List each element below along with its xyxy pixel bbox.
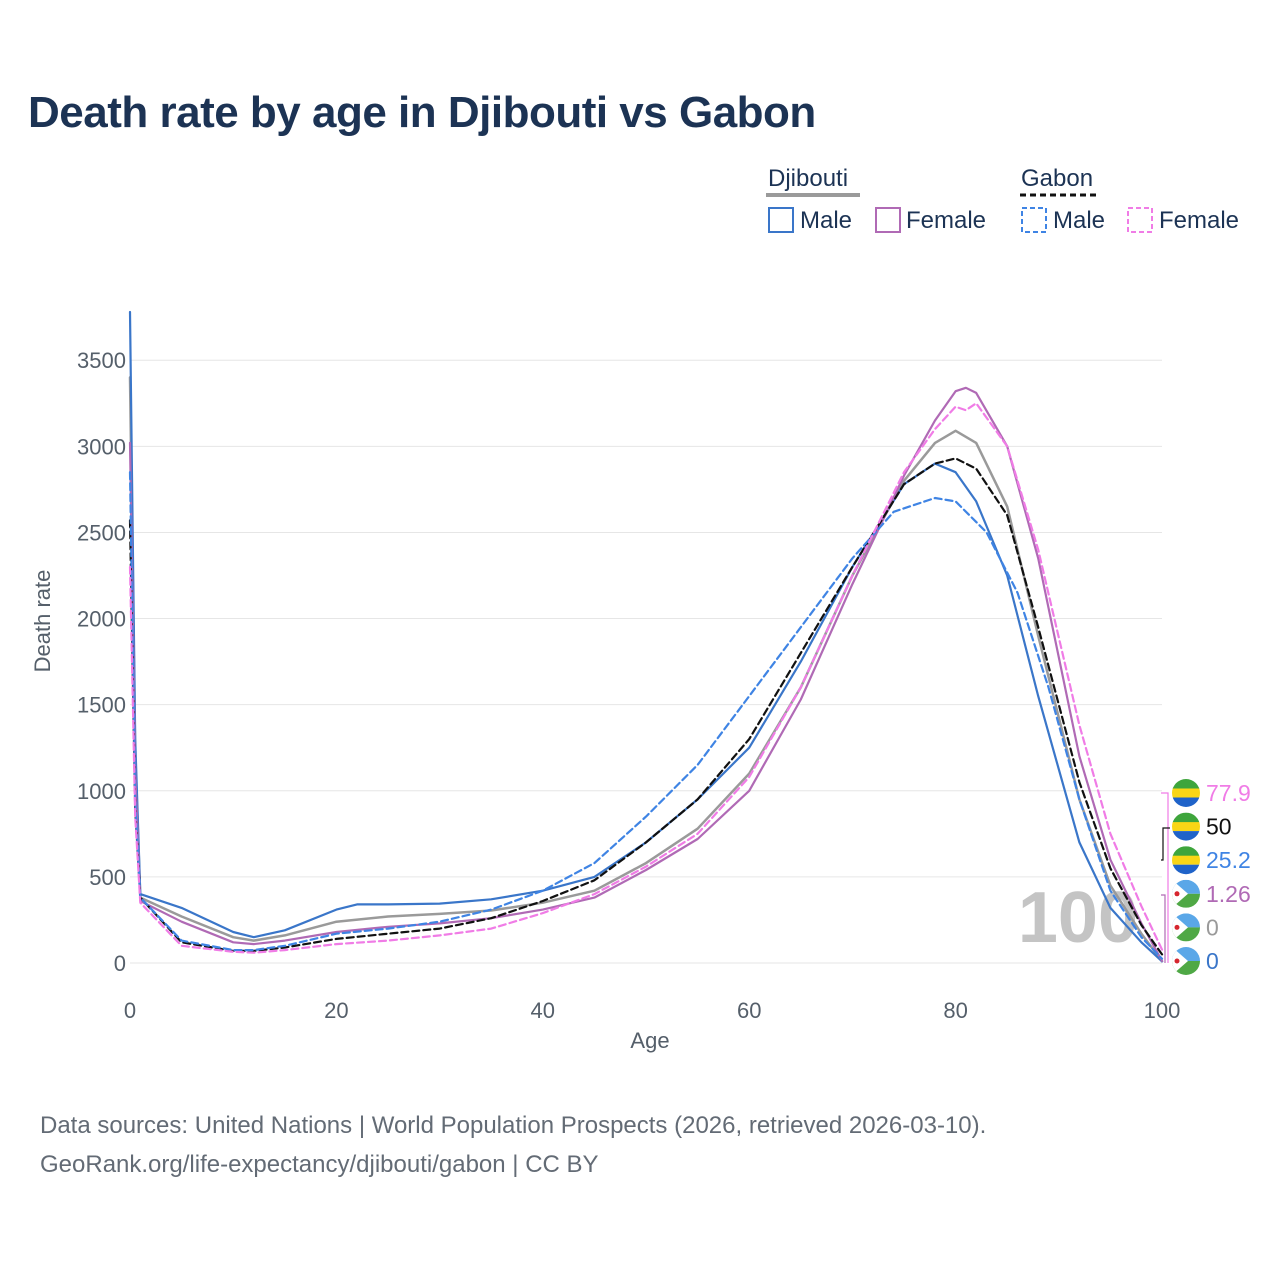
x-tick-label: 20 (324, 998, 348, 1023)
grid (130, 359, 1162, 964)
djibouti-flag-icon (1172, 879, 1200, 908)
legend-group-gabon: Gabon (1021, 165, 1093, 192)
end-label-value: 1.26 (1206, 881, 1251, 907)
end-label-value: 0 (1206, 914, 1219, 940)
age-watermark: 100 (1018, 878, 1138, 958)
djibouti-flag-icon (1172, 947, 1200, 975)
series-gabon-total[interactable] (128, 457, 1164, 956)
y-axis-label: Death rate (30, 570, 55, 673)
x-axis-label: Age (630, 1028, 669, 1053)
chart-canvas: Djibouti Male Female Gabon Male Female 0… (30, 165, 1251, 1053)
end-label-gabon: 25.2 (1172, 846, 1251, 875)
legend-item-djibouti-female[interactable]: Female (906, 207, 986, 234)
end-labels: 77.9 50 25.2 1.26 0 0 (1161, 779, 1251, 975)
x-tick-label: 60 (737, 998, 761, 1023)
legend-item-djibouti-male[interactable]: Male (800, 207, 852, 234)
legend-swatch-djibouti-male (768, 207, 794, 233)
footer-link[interactable]: GeoRank.org/life-expectancy/djibouti/gab… (40, 1151, 599, 1178)
y-tick-label: 2500 (77, 520, 126, 545)
series-gabon-male[interactable] (128, 471, 1164, 960)
connector-gabon-total (1161, 827, 1170, 861)
series-gabon-female[interactable] (128, 402, 1164, 954)
end-label-gabon: 50 (1172, 812, 1232, 841)
x-tick-label: 0 (124, 998, 136, 1023)
footer: Data sources: United Nations | World Pop… (40, 1106, 986, 1184)
y-tick-label: 3500 (77, 348, 126, 373)
y-tick-label: 500 (89, 865, 126, 890)
y-tick-label: 3000 (77, 434, 126, 459)
legend-swatch-djibouti-female (875, 207, 901, 233)
x-tick-label: 80 (943, 998, 967, 1023)
legend: Djibouti Male Female Gabon Male Female (766, 165, 1239, 234)
end-label-djibouti: 1.26 (1172, 879, 1251, 908)
connector-gabon-female (1161, 792, 1169, 963)
series-lines (128, 310, 1164, 963)
gabon-flag-icon (1172, 846, 1200, 875)
legend-swatch-gabon-male (1021, 207, 1047, 233)
end-label-value: 50 (1206, 814, 1232, 840)
series-djibouti-female[interactable] (128, 386, 1164, 962)
chart-title: Death rate by age in Djibouti vs Gabon (28, 88, 816, 137)
end-label-value: 77.9 (1206, 780, 1251, 806)
x-tick-label: 40 (531, 998, 555, 1023)
series-djibouti-total[interactable] (128, 376, 1164, 963)
end-label-djibouti: 0 (1172, 947, 1219, 975)
footer-sources: Data sources: United Nations | World Pop… (40, 1112, 987, 1139)
end-label-value: 0 (1206, 948, 1219, 974)
y-tick-label: 2000 (77, 607, 126, 632)
end-label-value: 25.2 (1206, 847, 1251, 873)
djibouti-flag-icon (1172, 913, 1200, 942)
legend-swatch-gabon-female (1127, 207, 1153, 233)
end-label-djibouti: 0 (1172, 913, 1219, 942)
legend-item-gabon-female[interactable]: Female (1159, 207, 1239, 234)
y-tick-label: 1500 (77, 693, 126, 718)
connector-djibouti-female (1161, 894, 1166, 963)
legend-group-djibouti: Djibouti (768, 165, 848, 192)
end-label-gabon: 77.9 (1172, 779, 1251, 807)
y-axis-ticks: 0 500 1000 1500 2000 2500 3000 3500 (77, 348, 126, 976)
gabon-flag-icon (1172, 779, 1200, 807)
x-tick-label: 100 (1144, 998, 1181, 1023)
y-tick-label: 1000 (77, 779, 126, 804)
y-tick-label: 0 (114, 951, 126, 976)
x-axis-ticks: 0 20 40 60 80 100 (124, 998, 1180, 1023)
gabon-flag-icon (1172, 812, 1200, 841)
legend-item-gabon-male[interactable]: Male (1053, 207, 1105, 234)
